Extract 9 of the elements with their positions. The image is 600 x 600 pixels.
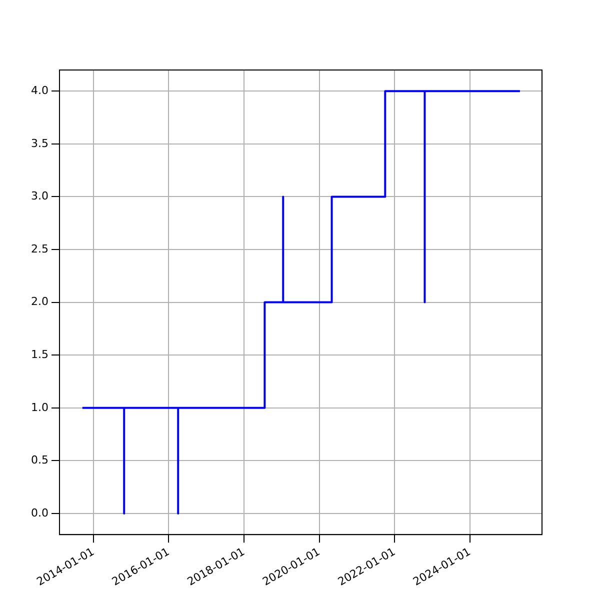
y-tick-label: 1.5 xyxy=(30,348,48,361)
y-tick-label: 2.5 xyxy=(30,242,48,256)
y-tick-label: 2.0 xyxy=(30,295,48,308)
y-tick-label: 3.0 xyxy=(30,190,48,203)
y-tick-label: 3.5 xyxy=(30,136,48,150)
y-tick-label: 4.0 xyxy=(30,84,48,97)
y-tick-label: 0.0 xyxy=(30,506,48,520)
y-tick-label: 0.5 xyxy=(30,454,48,467)
y-tick-label: 1.0 xyxy=(30,400,48,414)
